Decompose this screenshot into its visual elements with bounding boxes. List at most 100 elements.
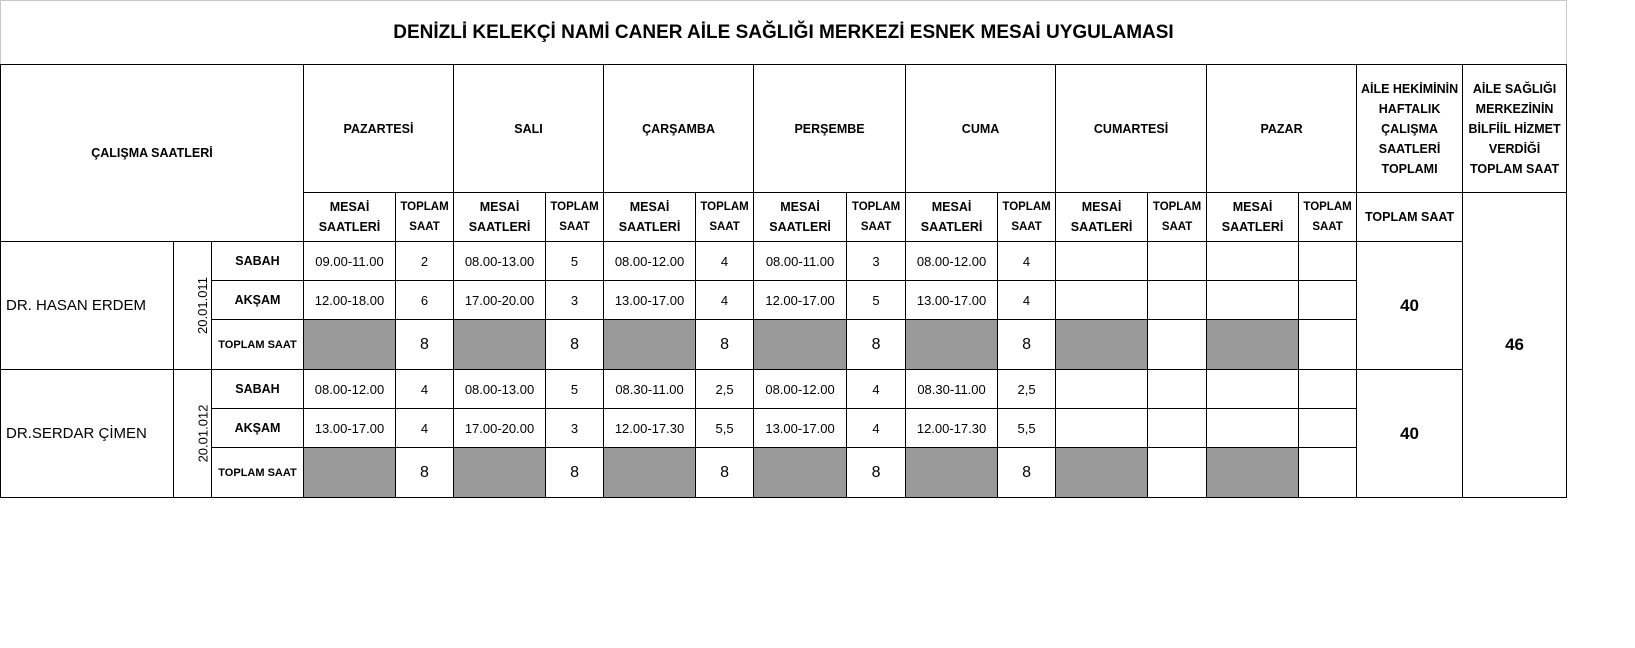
sabah-hours: 08.00-11.00 [753, 241, 848, 281]
aksam-hours [1206, 408, 1300, 448]
aksam-hours [1055, 408, 1149, 448]
center-total-header: AİLE SAĞLIĞI MERKEZİNİN BİLFİİL HİZMET V… [1462, 64, 1568, 193]
aksam-label: AKŞAM [211, 408, 304, 448]
toplam-header: TOPLAM SAAT [997, 192, 1057, 242]
aksam-total: 4 [846, 408, 907, 448]
day-header: PAZAR [1206, 64, 1358, 193]
aksam-hours: 12.00-18.00 [303, 280, 396, 320]
aksam-hours: 12.00-17.00 [753, 280, 848, 320]
aksam-label: AKŞAM [211, 280, 304, 320]
aksam-total: 3 [545, 408, 605, 448]
aksam-hours: 13.00-17.00 [303, 408, 396, 448]
toplam-header: TOPLAM SAAT [1298, 192, 1358, 242]
mesai-header: MESAİ SAATLERİ [1206, 192, 1300, 242]
sabah-total: 3 [846, 241, 907, 281]
calisma-saatleri-header: ÇALIŞMA SAATLERİ [0, 64, 304, 242]
aksam-hours: 13.00-17.00 [905, 280, 999, 320]
day-total: 8 [695, 319, 755, 370]
mesai-header: MESAİ SAATLERİ [603, 192, 697, 242]
sabah-hours [1206, 241, 1300, 281]
sabah-total: 2,5 [695, 369, 755, 409]
shaded-cell [453, 319, 547, 370]
doctor-name: DR. HASAN ERDEM [0, 241, 174, 370]
sabah-total [1298, 241, 1358, 281]
aksam-total [1298, 408, 1358, 448]
schedule-table: ÇALIŞMA SAATLERİ PAZARTESİ SALI ÇARŞAMBA PER… [0, 64, 1568, 498]
shaded-cell [453, 447, 547, 498]
aksam-hours: 12.00-17.30 [603, 408, 697, 448]
aksam-total: 5,5 [695, 408, 755, 448]
doctor-date: 20.01.012 [173, 369, 212, 498]
aksam-total: 4 [997, 280, 1057, 320]
mesai-header: MESAİ SAATLERİ [303, 192, 396, 242]
sabah-label: SABAH [211, 241, 304, 281]
day-total: 8 [997, 319, 1057, 370]
toplam-label: TOPLAM SAAT [211, 319, 304, 370]
aksam-hours: 17.00-20.00 [453, 408, 547, 448]
sabah-total: 4 [846, 369, 907, 409]
mesai-header: MESAİ SAATLERİ [753, 192, 848, 242]
day-total: 8 [545, 319, 605, 370]
sabah-hours: 08.00-12.00 [603, 241, 697, 281]
day-total [1147, 319, 1208, 370]
shaded-cell [303, 447, 396, 498]
weekly-sub-header: TOPLAM SAAT [1356, 192, 1464, 242]
aksam-hours [1055, 280, 1149, 320]
shaded-cell [1206, 447, 1300, 498]
sabah-hours: 09.00-11.00 [303, 241, 396, 281]
sabah-hours: 08.30-11.00 [905, 369, 999, 409]
sabah-hours [1055, 241, 1149, 281]
toplam-header: TOPLAM SAAT [394, 192, 455, 242]
sabah-total: 2,5 [997, 369, 1057, 409]
sabah-label: SABAH [211, 369, 304, 409]
aksam-total [1147, 408, 1208, 448]
date-text: 20.01.011 [194, 277, 210, 334]
sabah-hours: 08.30-11.00 [603, 369, 697, 409]
sabah-total [1147, 241, 1208, 281]
sabah-total: 4 [394, 369, 455, 409]
mesai-header: MESAİ SAATLERİ [905, 192, 999, 242]
sabah-hours: 08.00-13.00 [453, 241, 547, 281]
toplam-header: TOPLAM SAAT [846, 192, 907, 242]
shaded-cell [1206, 319, 1300, 370]
sabah-hours: 08.00-12.00 [753, 369, 848, 409]
shaded-cell [753, 447, 848, 498]
shaded-cell [603, 319, 697, 370]
mesai-header: MESAİ SAATLERİ [1055, 192, 1149, 242]
day-total: 8 [394, 319, 455, 370]
day-header: SALI [453, 64, 605, 193]
toplam-label: TOPLAM SAAT [211, 447, 304, 498]
aksam-total: 5 [846, 280, 907, 320]
shaded-cell [1055, 319, 1149, 370]
sabah-total: 2 [394, 241, 455, 281]
day-header: PERŞEMBE [753, 64, 907, 193]
day-total [1298, 447, 1358, 498]
shaded-cell [1055, 447, 1149, 498]
shaded-cell [753, 319, 848, 370]
sabah-hours [1206, 369, 1300, 409]
aksam-total: 3 [545, 280, 605, 320]
aksam-total [1147, 280, 1208, 320]
toplam-header: TOPLAM SAAT [695, 192, 755, 242]
weekly-total-value: 40 [1356, 369, 1464, 498]
doctor-name: DR.SERDAR ÇİMEN [0, 369, 174, 498]
weekly-total-header: AİLE HEKİMİNİN HAFTALIK ÇALIŞMA SAATLERİ… [1356, 64, 1464, 193]
aksam-hours: 12.00-17.30 [905, 408, 999, 448]
sabah-total: 5 [545, 369, 605, 409]
sabah-total [1147, 369, 1208, 409]
day-header: CUMA [905, 64, 1057, 193]
page-title: DENİZLİ KELEKÇİ NAMİ CANER AİLE SAĞLIĞI … [0, 0, 1567, 65]
aksam-total: 6 [394, 280, 455, 320]
day-total [1298, 319, 1358, 370]
aksam-hours: 13.00-17.00 [753, 408, 848, 448]
toplam-header: TOPLAM SAAT [1147, 192, 1208, 242]
sabah-total: 4 [695, 241, 755, 281]
day-total: 8 [997, 447, 1057, 498]
shaded-cell [303, 319, 396, 370]
weekly-total-value: 40 [1356, 241, 1464, 370]
sabah-total [1298, 369, 1358, 409]
shaded-cell [905, 447, 999, 498]
date-text: 20.01.012 [195, 404, 211, 463]
day-header: CUMARTESİ [1055, 64, 1208, 193]
doctor-date: 20.01.011 [173, 241, 212, 370]
